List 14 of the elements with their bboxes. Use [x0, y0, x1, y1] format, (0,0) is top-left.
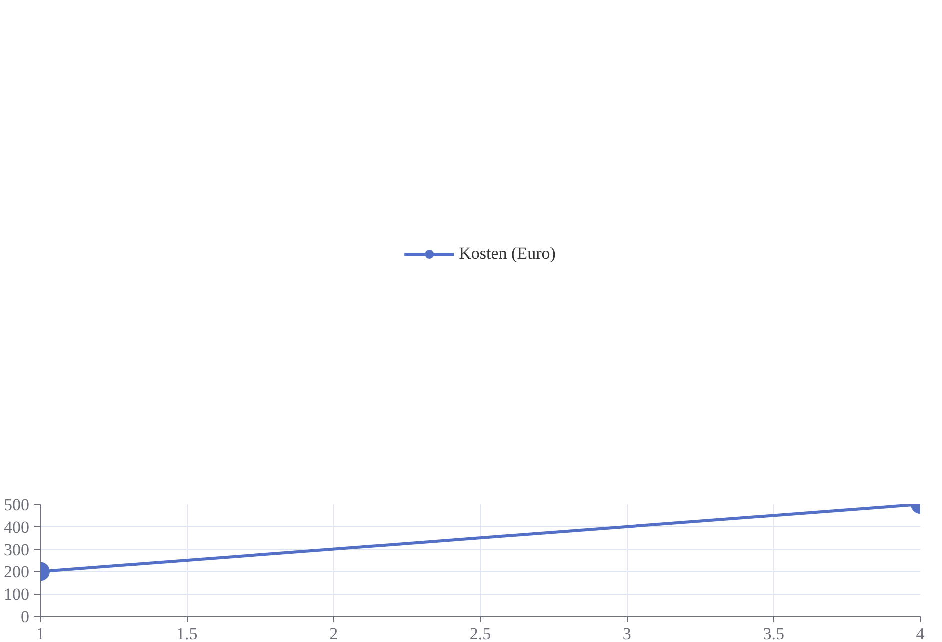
- x-tick-label: 1.5: [176, 624, 198, 642]
- legend-label: Kosten (Euro): [459, 244, 556, 264]
- y-tick-label: 400: [4, 518, 30, 537]
- x-tick-label: 2: [330, 624, 338, 642]
- y-tick-label: 500: [4, 496, 30, 514]
- y-tick-label: 0: [21, 608, 30, 626]
- x-tick-label: 3: [622, 624, 632, 642]
- x-tick-label: 3.5: [763, 624, 784, 642]
- y-tick-label: 200: [4, 562, 30, 582]
- x-tick-label: 1: [36, 624, 45, 642]
- y-tick-label: 100: [4, 585, 30, 604]
- y-tick-label: 300: [4, 540, 30, 560]
- x-tick-label: 2.5: [470, 624, 492, 642]
- x-tick-label: 4: [916, 624, 926, 642]
